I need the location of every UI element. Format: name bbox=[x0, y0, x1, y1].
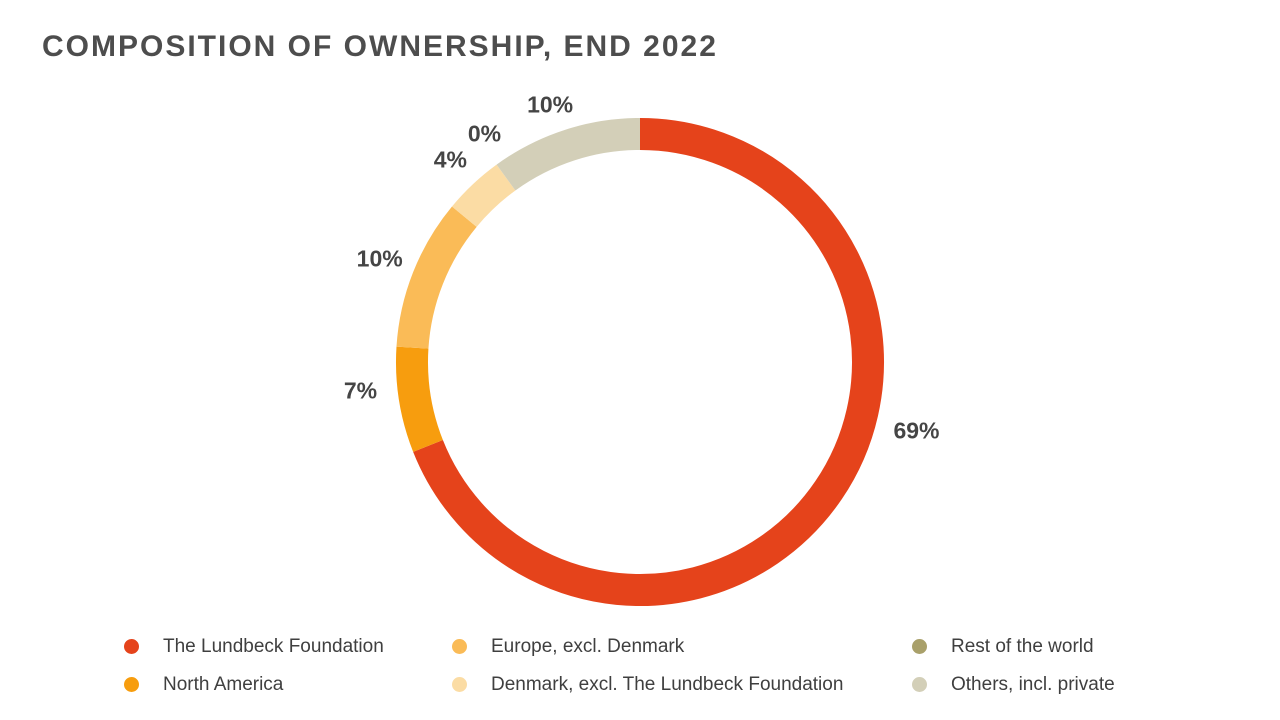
legend-item-north-america: North America bbox=[124, 670, 384, 699]
segment-value-label-2: 10% bbox=[356, 245, 403, 272]
donut-segment-5 bbox=[496, 118, 641, 191]
legend-item-lundbeck-foundation: The Lundbeck Foundation bbox=[124, 632, 384, 661]
segment-value-label-4: 0% bbox=[467, 120, 502, 147]
legend-dot-icon bbox=[452, 677, 467, 692]
legend: The Lundbeck Foundation North America Eu… bbox=[0, 632, 1280, 712]
legend-dot-icon bbox=[452, 639, 467, 654]
legend-column-1: The Lundbeck Foundation North America bbox=[124, 632, 384, 699]
legend-item-label: The Lundbeck Foundation bbox=[163, 635, 384, 657]
legend-item-europe: Europe, excl. Denmark bbox=[452, 632, 843, 661]
donut-segment-3 bbox=[451, 164, 516, 228]
legend-item-label: Rest of the world bbox=[951, 635, 1094, 657]
segment-value-label-5: 10% bbox=[527, 91, 574, 118]
segment-value-label-0: 69% bbox=[893, 417, 940, 444]
legend-item-denmark: Denmark, excl. The Lundbeck Foundation bbox=[452, 670, 843, 699]
legend-column-2: Europe, excl. Denmark Denmark, excl. The… bbox=[452, 632, 843, 699]
donut-segment-2 bbox=[396, 206, 477, 349]
legend-item-label: North America bbox=[163, 673, 284, 695]
legend-dot-icon bbox=[912, 677, 927, 692]
legend-item-others-private: Others, incl. private bbox=[912, 670, 1115, 699]
legend-column-3: Rest of the world Others, incl. private bbox=[912, 632, 1115, 699]
segment-value-label-3: 4% bbox=[433, 146, 468, 173]
legend-dot-icon bbox=[124, 639, 139, 654]
legend-dot-icon bbox=[124, 677, 139, 692]
donut-segment-0 bbox=[413, 118, 884, 606]
donut-segment-1 bbox=[396, 346, 444, 452]
legend-dot-icon bbox=[912, 639, 927, 654]
legend-item-rest-of-world: Rest of the world bbox=[912, 632, 1115, 661]
chart-title: COMPOSITION OF OWNERSHIP, END 2022 bbox=[42, 30, 718, 63]
legend-item-label: Denmark, excl. The Lundbeck Foundation bbox=[491, 673, 844, 695]
legend-item-label: Others, incl. private bbox=[951, 673, 1115, 695]
legend-item-label: Europe, excl. Denmark bbox=[491, 635, 685, 657]
segment-value-label-1: 7% bbox=[343, 377, 378, 404]
